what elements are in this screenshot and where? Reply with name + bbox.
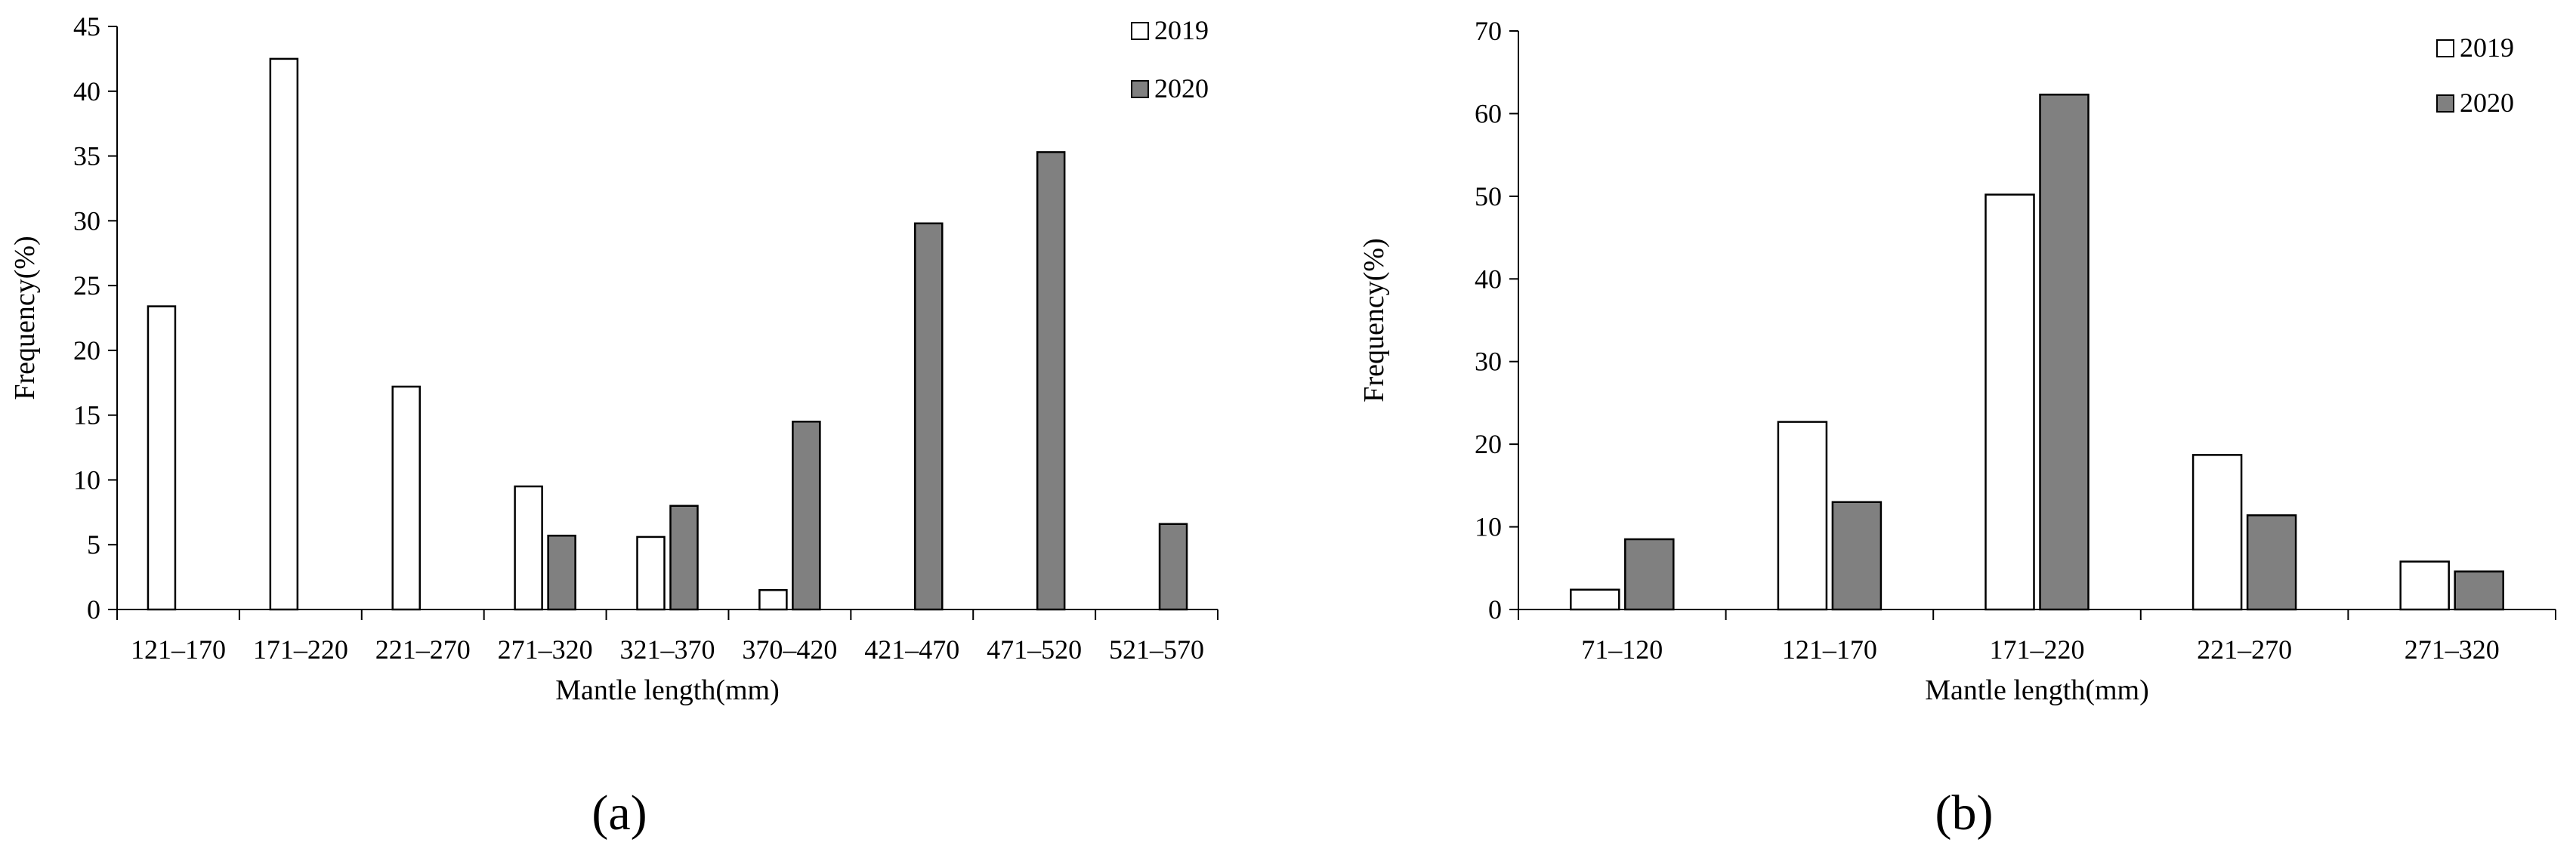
y-tick-label: 70 (1475, 16, 1502, 46)
y-tick-label: 25 (73, 270, 100, 301)
bar-2019-4 (2191, 454, 2243, 611)
bar-2019-5 (636, 535, 666, 611)
y-tick-label: 40 (73, 76, 100, 106)
y-tick-label: 40 (1475, 264, 1502, 294)
bar-2020-1 (1624, 538, 1675, 611)
x-tick-label: 370–420 (742, 634, 837, 665)
bar-2019-2 (269, 57, 299, 611)
x-tick-label: 171–220 (253, 634, 348, 665)
bar-2019-6 (758, 589, 788, 611)
legend-swatch-2020 (1131, 80, 1149, 98)
x-tick-label: 421–470 (864, 634, 959, 665)
y-tick-label: 0 (1488, 594, 1502, 625)
legend-label-2020: 2020 (1154, 73, 1209, 103)
legend-swatch-2020 (2436, 94, 2454, 113)
bar-2020-6 (792, 420, 821, 611)
panel-label: (a) (591, 785, 647, 841)
y-tick-label: 50 (1475, 181, 1502, 211)
y-axis-title: Frequency(%) (1358, 238, 1390, 402)
panel-label: (b) (1935, 785, 1994, 841)
x-tick-label: 471–520 (987, 634, 1082, 665)
bar-2020-4 (2246, 514, 2297, 611)
x-tick-label: 171–220 (1990, 634, 2085, 665)
bar-2019-3 (1985, 193, 2035, 611)
bar-2020-7 (914, 222, 944, 611)
bar-2020-5 (669, 505, 699, 611)
y-tick-label: 45 (73, 11, 100, 42)
legend-label-2020: 2020 (2460, 88, 2514, 118)
y-tick-label: 20 (73, 335, 100, 366)
y-tick-label: 30 (1475, 347, 1502, 377)
y-tick-label: 20 (1475, 429, 1502, 459)
bar-2020-9 (1158, 523, 1188, 611)
x-axis-title: Mantle length(mm) (1925, 674, 2149, 706)
bar-2020-2 (1831, 501, 1883, 611)
legend-label-2019: 2019 (1154, 15, 1209, 45)
bar-2020-5 (2454, 570, 2504, 611)
x-tick-label: 321–370 (620, 634, 715, 665)
bar-2020-3 (2039, 94, 2090, 611)
y-tick-label: 10 (73, 464, 100, 495)
x-tick-label: 221–270 (375, 634, 471, 665)
y-tick-label: 0 (87, 594, 100, 625)
y-tick-label: 35 (73, 141, 100, 171)
x-tick-label: 521–570 (1109, 634, 1204, 665)
y-axis-title: Frequency(%) (9, 236, 41, 400)
y-tick-label: 15 (73, 400, 100, 430)
x-tick-label: 121–170 (131, 634, 226, 665)
legend-swatch-2019 (1131, 22, 1149, 40)
x-tick-label: 221–270 (2197, 634, 2292, 665)
x-axis-title: Mantle length(mm) (555, 674, 780, 706)
y-tick-label: 10 (1475, 512, 1502, 542)
x-tick-label: 271–320 (2405, 634, 2500, 665)
bar-2019-2 (1777, 421, 1828, 611)
y-tick-label: 30 (73, 205, 100, 236)
legend-swatch-2019 (2436, 39, 2454, 57)
x-tick-label: 271–320 (498, 634, 593, 665)
bar-2019-4 (514, 485, 543, 611)
bar-2020-4 (547, 534, 576, 611)
bar-2019-1 (147, 305, 177, 611)
legend-label-2019: 2019 (2460, 32, 2514, 63)
y-tick-label: 5 (87, 529, 100, 560)
chart-panel-a: 0 5 10 15 20 25 30 35 40 45 121–170 171–220 221–270 2… (9, 11, 1219, 841)
bar-2019-3 (391, 385, 421, 611)
x-tick-label: 71–120 (1581, 634, 1663, 665)
y-tick-label: 60 (1475, 98, 1502, 128)
chart-panel-b: 0 10 20 30 40 50 60 70 71–120 121–170 171–220 221–2… (1358, 16, 2556, 841)
bar-2019-1 (1570, 588, 1620, 611)
bar-2019-5 (2399, 560, 2450, 611)
x-tick-label: 121–170 (1782, 634, 1877, 665)
bar-2020-8 (1036, 151, 1066, 611)
